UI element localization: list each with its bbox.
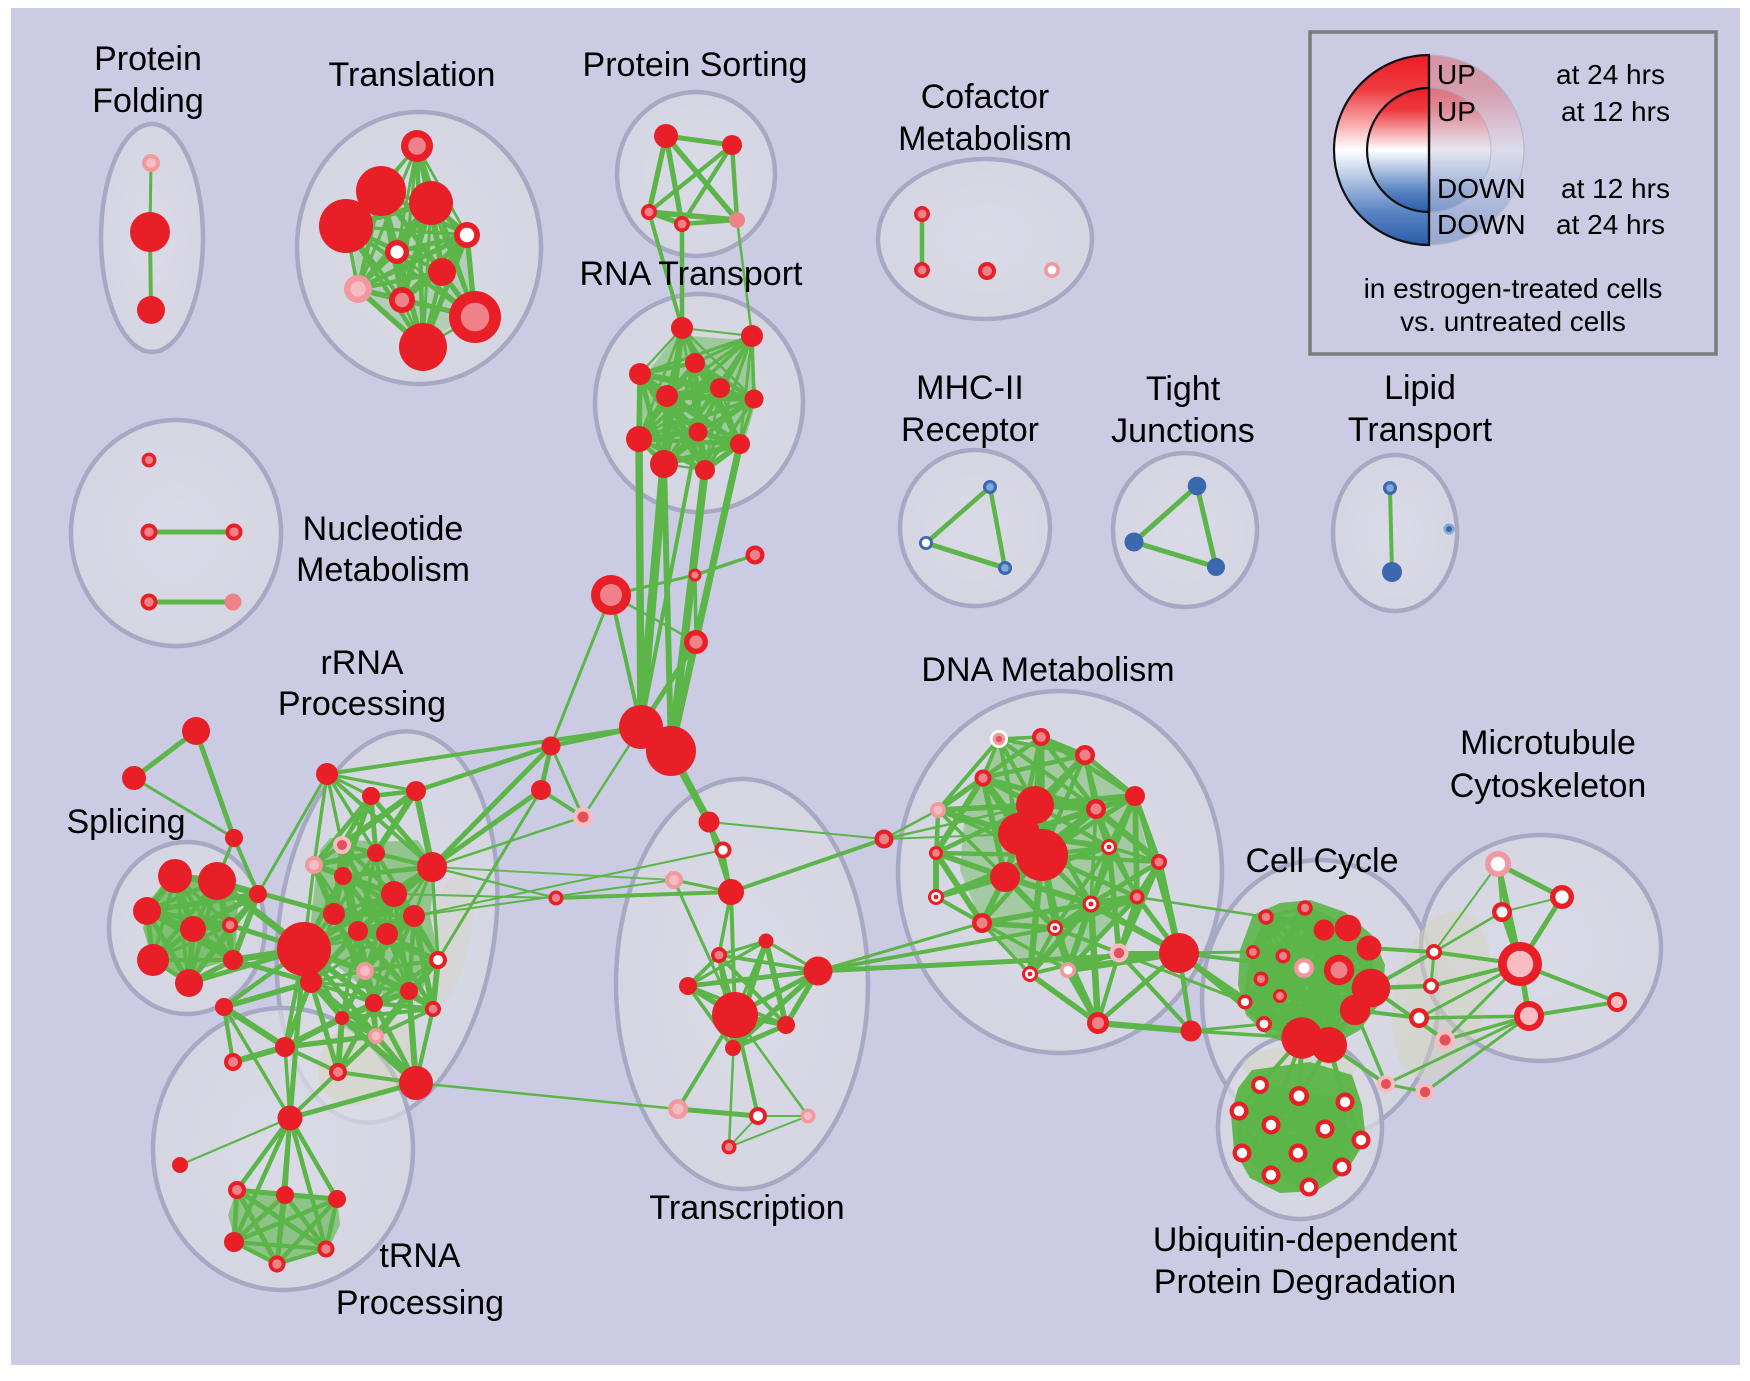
svg-text:in estrogen-treated cells: in estrogen-treated cells (1364, 273, 1663, 304)
svg-text:Tight: Tight (1146, 370, 1221, 408)
svg-text:Metabolism: Metabolism (898, 120, 1072, 158)
svg-text:at 12 hrs: at 12 hrs (1561, 96, 1670, 127)
svg-text:Lipid: Lipid (1384, 369, 1456, 407)
svg-text:Cell Cycle: Cell Cycle (1245, 842, 1398, 880)
svg-text:MHC-II: MHC-II (916, 369, 1024, 407)
svg-text:Receptor: Receptor (901, 411, 1039, 449)
svg-text:Junctions: Junctions (1111, 412, 1255, 450)
svg-text:UP: UP (1437, 59, 1476, 90)
svg-text:DNA Metabolism: DNA Metabolism (921, 651, 1174, 689)
svg-text:Translation: Translation (329, 56, 496, 94)
svg-text:RNA Transport: RNA Transport (580, 255, 804, 293)
svg-text:Transport: Transport (1348, 411, 1493, 449)
svg-text:Protein: Protein (94, 40, 202, 78)
svg-text:Protein Sorting: Protein Sorting (583, 46, 808, 84)
svg-text:Processing: Processing (336, 1284, 504, 1322)
svg-text:Ubiquitin-dependent: Ubiquitin-dependent (1153, 1221, 1458, 1259)
svg-text:Metabolism: Metabolism (296, 551, 470, 589)
svg-text:DOWN: DOWN (1437, 209, 1526, 240)
svg-text:at 24 hrs: at 24 hrs (1556, 209, 1665, 240)
svg-text:rRNA: rRNA (320, 644, 403, 682)
svg-text:tRNA: tRNA (379, 1237, 461, 1275)
svg-text:vs. untreated cells: vs. untreated cells (1400, 306, 1626, 337)
svg-text:Microtubule: Microtubule (1460, 724, 1636, 762)
svg-text:Processing: Processing (278, 685, 446, 723)
svg-text:DOWN: DOWN (1437, 173, 1526, 204)
svg-text:Protein Degradation: Protein Degradation (1154, 1263, 1456, 1301)
svg-text:at 12 hrs: at 12 hrs (1561, 173, 1670, 204)
svg-text:Transcription: Transcription (649, 1189, 844, 1227)
svg-text:Nucleotide: Nucleotide (303, 510, 464, 548)
svg-text:Splicing: Splicing (66, 803, 185, 841)
svg-text:Cytoskeleton: Cytoskeleton (1450, 767, 1647, 805)
svg-text:Folding: Folding (92, 82, 204, 120)
svg-text:at 24 hrs: at 24 hrs (1556, 59, 1665, 90)
svg-text:Cofactor: Cofactor (921, 78, 1050, 116)
svg-text:UP: UP (1437, 96, 1476, 127)
